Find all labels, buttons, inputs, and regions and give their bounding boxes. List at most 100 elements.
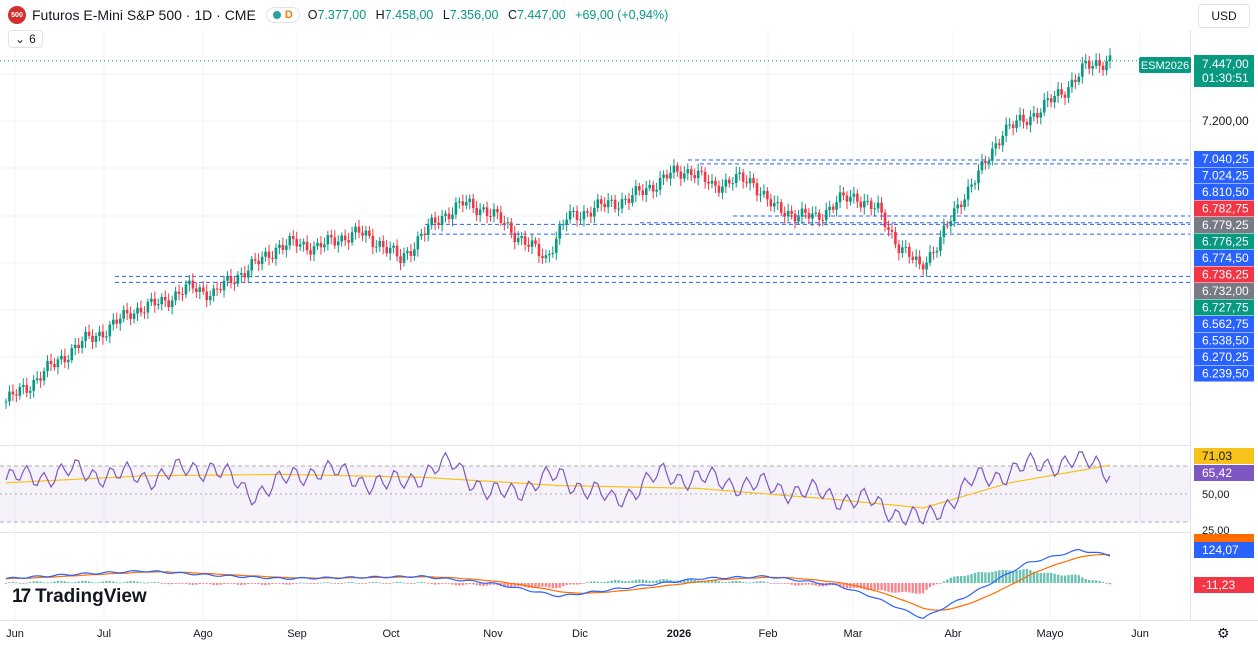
macd-histogram-bar [683, 579, 686, 583]
candle-body [814, 212, 818, 214]
candle-body [392, 245, 395, 248]
macd-histogram-bar [364, 583, 368, 584]
candle-body [579, 219, 582, 221]
macd-histogram-bar [319, 582, 323, 584]
macd-histogram-bar [288, 583, 291, 585]
macd-histogram-bar [46, 582, 49, 584]
macd-histogram-bar [1043, 572, 1046, 583]
macd-histogram-bar [423, 582, 426, 584]
macd-histogram-bar [873, 583, 876, 591]
candle-body [1049, 98, 1053, 103]
macd-histogram-bar [1060, 575, 1063, 583]
macd-histogram-bar [593, 581, 596, 583]
settings-gear-icon[interactable]: ⚙ [1217, 625, 1230, 641]
candle-body [1098, 60, 1101, 66]
indicators-toggle-button[interactable]: ⌄ 6 [8, 30, 43, 48]
macd-histogram-bar [935, 583, 939, 585]
indicator-count: 6 [29, 32, 36, 46]
candle-body [1032, 113, 1036, 117]
level-label: 7.024,25 [1202, 169, 1249, 183]
candle-body [1070, 79, 1074, 88]
macd-histogram-bar [745, 582, 748, 584]
macd-histogram-bar [575, 583, 579, 585]
macd-histogram-bar [665, 579, 669, 583]
market-status-pill[interactable]: D [265, 7, 300, 23]
candle-body [229, 276, 233, 284]
macd-histogram-bar [994, 571, 997, 583]
candle-body [302, 241, 305, 245]
candle-body [638, 185, 641, 191]
macd-histogram-bar [395, 581, 399, 583]
macd-histogram-bar [780, 583, 783, 584]
candle-body [1053, 95, 1056, 103]
candle-body [925, 262, 928, 270]
candle-body [60, 355, 63, 360]
candle-body [509, 222, 513, 233]
candle-body [212, 288, 215, 297]
time-axis-label: Jun [1131, 628, 1149, 640]
candle-body [364, 230, 368, 236]
macd-histogram-bar [513, 583, 516, 587]
candle-body [4, 401, 8, 403]
close-value: 7.447,00 [516, 8, 566, 22]
currency-selector[interactable]: USD [1198, 4, 1250, 28]
candle-body [298, 244, 302, 247]
candle-body [451, 214, 454, 220]
level-label-bg [1194, 233, 1254, 250]
macd-histogram-bar [70, 582, 73, 584]
level-label-bg [1194, 167, 1254, 184]
candle-body [468, 198, 472, 203]
macd-histogram-bar [558, 583, 561, 588]
macd-histogram-bar [489, 583, 492, 585]
macd-histogram-bar [323, 582, 326, 583]
candle-body [39, 378, 42, 381]
macd-histogram-bar [170, 583, 174, 585]
candle-body [84, 331, 87, 342]
time-axis-label: Jul [97, 628, 111, 640]
candle-body [243, 273, 247, 278]
macd-histogram-bar [212, 583, 215, 585]
rsi-ma-line [5, 464, 1111, 509]
candle-body [188, 280, 191, 285]
macd-histogram-bar [240, 583, 243, 586]
last-price-label: 7.447,00 [1202, 57, 1249, 71]
candle-body [586, 211, 589, 213]
candle-body [295, 239, 299, 247]
candle-body [80, 341, 84, 349]
symbol-title[interactable]: Futuros E-Mini S&P 500 · 1D · CME [32, 7, 256, 23]
macd-histogram-bar [814, 583, 818, 586]
candle-body [278, 244, 281, 248]
candle-body [222, 280, 226, 291]
macd-histogram-bar [444, 583, 447, 584]
level-label: 6.270,25 [1202, 350, 1249, 364]
candle-body [994, 143, 998, 149]
candle-body [430, 217, 433, 226]
macd-histogram-bar [1039, 573, 1042, 583]
macd-histogram-bar [617, 580, 620, 583]
macd-label-bg [1194, 542, 1254, 558]
macd-histogram-bar [818, 583, 821, 587]
macd-histogram-bar [766, 582, 769, 583]
macd-histogram-bar [800, 583, 804, 586]
macd-histogram-bar [132, 581, 136, 583]
macd-histogram-bar [205, 583, 208, 584]
candle-body [658, 177, 662, 190]
macd-histogram-bar [98, 582, 101, 584]
candle-body [181, 293, 184, 295]
macd-histogram-bar [624, 581, 627, 583]
macd-histogram-bar [582, 583, 586, 584]
time-axis-label: Dic [572, 628, 588, 640]
macd-histogram-bar [454, 583, 458, 586]
candle-body [991, 148, 994, 161]
candle-body [433, 217, 437, 223]
macd-histogram-bar [84, 580, 87, 583]
macd-histogram-bar [783, 583, 786, 584]
candle-body [350, 232, 354, 243]
macd-histogram-bar [1015, 570, 1018, 583]
candle-body [617, 208, 620, 210]
macd-histogram-bar [631, 580, 634, 583]
candle-body [423, 233, 427, 236]
candle-body [523, 236, 527, 245]
macd-histogram-bar [918, 583, 921, 594]
